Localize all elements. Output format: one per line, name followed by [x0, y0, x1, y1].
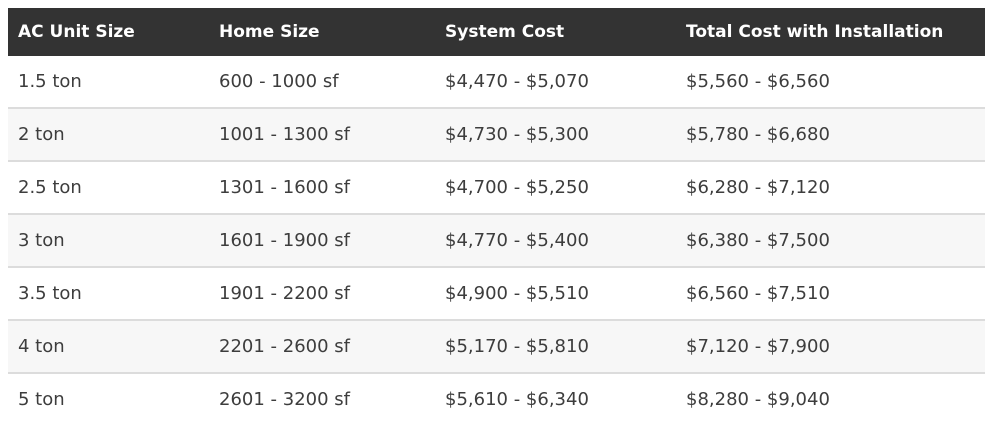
table-cell: 3.5 ton [8, 266, 209, 320]
table-cell: 4 ton [8, 319, 209, 373]
table-cell: $4,730 - $5,300 [435, 107, 676, 161]
table-header: AC Unit Size Home Size System Cost Total Co… [8, 8, 985, 56]
table-cell: 3 ton [8, 213, 209, 267]
column-header-ac-unit-size: AC Unit Size [8, 8, 209, 56]
table-cell: $7,120 - $7,900 [676, 319, 985, 373]
column-header-system-cost: System Cost [435, 8, 676, 56]
header-row: AC Unit Size Home Size System Cost Total Co… [8, 8, 985, 56]
table-cell: $6,380 - $7,500 [676, 213, 985, 267]
table-cell: $5,170 - $5,810 [435, 319, 676, 373]
column-header-total-cost-with-installation: Total Cost with Installation [676, 8, 985, 56]
table-row: 2.5 ton 1301 - 1600 sf $4,700 - $5,250 $6,2… [8, 160, 985, 214]
table-row: 3 ton 1601 - 1900 sf $4,770 - $5,400 $6,380… [8, 213, 985, 267]
table-cell: $5,560 - $6,560 [676, 56, 985, 108]
table-cell: 2201 - 2600 sf [209, 319, 435, 373]
table-row: 4 ton 2201 - 2600 sf $5,170 - $5,810 $7,120… [8, 319, 985, 373]
table-row: 2 ton 1001 - 1300 sf $4,730 - $5,300 $5,780… [8, 107, 985, 161]
table-cell: $6,280 - $7,120 [676, 160, 985, 214]
table-cell: $8,280 - $9,040 [676, 372, 985, 425]
table-cell: $5,610 - $6,340 [435, 372, 676, 425]
table-cell: 5 ton [8, 372, 209, 425]
table-cell: 1901 - 2200 sf [209, 266, 435, 320]
table-cell: 2 ton [8, 107, 209, 161]
table-cell: 1001 - 1300 sf [209, 107, 435, 161]
table-cell: $4,900 - $5,510 [435, 266, 676, 320]
table-cell: 2.5 ton [8, 160, 209, 214]
table-row: 3.5 ton 1901 - 2200 sf $4,900 - $5,510 $6,5… [8, 266, 985, 320]
table-cell: $5,780 - $6,680 [676, 107, 985, 161]
table-body: 1.5 ton 600 - 1000 sf $4,470 - $5,070 $5,56… [8, 56, 985, 425]
table-cell: $4,770 - $5,400 [435, 213, 676, 267]
table-cell: $4,470 - $5,070 [435, 56, 676, 108]
table-cell: $6,560 - $7,510 [676, 266, 985, 320]
table-cell: 1601 - 1900 sf [209, 213, 435, 267]
table-cell: 1301 - 1600 sf [209, 160, 435, 214]
table-cell: 2601 - 3200 sf [209, 372, 435, 425]
ac-unit-cost-table: AC Unit Size Home Size System Cost Total Co… [8, 8, 985, 425]
table-cell: 1.5 ton [8, 56, 209, 108]
table-row: 1.5 ton 600 - 1000 sf $4,470 - $5,070 $5,56… [8, 56, 985, 108]
column-header-home-size: Home Size [209, 8, 435, 56]
table-cell: $4,700 - $5,250 [435, 160, 676, 214]
table-row: 5 ton 2601 - 3200 sf $5,610 - $6,340 $8,280… [8, 372, 985, 425]
table-cell: 600 - 1000 sf [209, 56, 435, 108]
